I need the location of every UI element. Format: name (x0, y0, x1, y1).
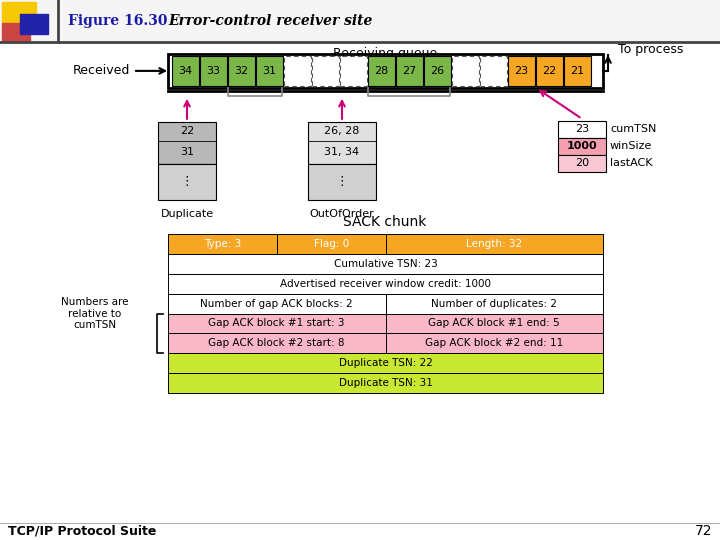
Text: Duplicate TSN: 22: Duplicate TSN: 22 (338, 359, 433, 368)
Bar (396, 56, 423, 86)
Bar (276, 234, 385, 254)
Bar (385, 314, 603, 334)
Text: Number of duplicates: 2: Number of duplicates: 2 (431, 299, 557, 308)
Text: SACK chunk: SACK chunk (343, 215, 427, 228)
Bar (480, 56, 507, 86)
Text: 31: 31 (180, 147, 194, 157)
Text: 26: 26 (431, 66, 444, 76)
Text: 72: 72 (695, 524, 712, 538)
Bar (385, 334, 603, 354)
Text: 22: 22 (180, 126, 194, 136)
Text: 32: 32 (235, 66, 248, 76)
Bar (20, 14, 48, 34)
Bar (424, 56, 451, 86)
Text: Advertised receiver window credit: 1000: Advertised receiver window credit: 1000 (280, 279, 491, 288)
Text: Gap ACK block #2 start: 8: Gap ACK block #2 start: 8 (209, 339, 345, 348)
Text: Received: Received (73, 64, 130, 77)
Bar (340, 56, 367, 86)
Text: Duplicate TSN: 31: Duplicate TSN: 31 (338, 379, 433, 388)
Text: OutOfOrder: OutOfOrder (310, 208, 374, 219)
Text: 26, 28: 26, 28 (324, 126, 360, 136)
Text: winSize: winSize (610, 141, 652, 151)
Bar (312, 56, 339, 86)
Bar (168, 294, 385, 314)
Text: 1000: 1000 (567, 141, 598, 151)
Bar (158, 122, 216, 164)
Bar (0, 0, 720, 40)
Text: Length: 32: Length: 32 (466, 239, 522, 248)
Bar (168, 234, 276, 254)
Text: cumTSN: cumTSN (610, 124, 657, 134)
Text: 34: 34 (179, 66, 192, 76)
Bar (368, 56, 395, 86)
Text: Gap ACK block #1 end: 5: Gap ACK block #1 end: 5 (428, 319, 560, 328)
Text: 28: 28 (374, 66, 389, 76)
Bar (256, 56, 283, 86)
Bar (558, 155, 606, 172)
Bar (536, 56, 563, 86)
Bar (284, 56, 311, 86)
Text: 33: 33 (207, 66, 220, 76)
Bar (168, 274, 603, 294)
Text: Cumulative TSN: 23: Cumulative TSN: 23 (333, 259, 437, 268)
Text: Duplicate: Duplicate (161, 208, 214, 219)
Bar (564, 56, 591, 86)
Bar (385, 294, 603, 314)
Text: Figure 16.30: Figure 16.30 (68, 14, 168, 28)
Text: TCP/IP Protocol Suite: TCP/IP Protocol Suite (8, 525, 156, 538)
Text: 23: 23 (575, 124, 589, 134)
Text: Numbers are
relative to
cumTSN: Numbers are relative to cumTSN (61, 297, 129, 330)
Text: 31: 31 (263, 66, 276, 76)
Text: To process: To process (618, 43, 683, 56)
Bar (168, 334, 385, 354)
Bar (168, 374, 603, 393)
Text: 31, 34: 31, 34 (325, 147, 359, 157)
Bar (168, 54, 603, 88)
Bar (2, 2, 36, 26)
Bar (2, 23, 30, 41)
Bar (168, 314, 385, 334)
Text: 20: 20 (575, 158, 589, 168)
Text: Gap ACK block #1 start: 3: Gap ACK block #1 start: 3 (209, 319, 345, 328)
Bar (558, 121, 606, 138)
Text: 21: 21 (570, 66, 585, 76)
Text: Flag: 0: Flag: 0 (313, 239, 348, 248)
Bar (158, 164, 216, 200)
Text: lastACK: lastACK (610, 158, 652, 168)
Text: Error-control receiver site: Error-control receiver site (168, 14, 372, 28)
Text: Receiving queue: Receiving queue (333, 48, 437, 60)
Text: Gap ACK block #2 end: 11: Gap ACK block #2 end: 11 (425, 339, 563, 348)
Bar (172, 56, 199, 86)
Bar (385, 234, 603, 254)
Bar (308, 122, 376, 164)
Text: 23: 23 (514, 66, 528, 76)
Text: 27: 27 (402, 66, 417, 76)
Text: ⋮: ⋮ (181, 175, 193, 188)
Bar (168, 254, 603, 274)
Bar (200, 56, 227, 86)
Text: ⋮: ⋮ (336, 175, 348, 188)
Text: Type: 3: Type: 3 (204, 239, 241, 248)
Bar (228, 56, 255, 86)
Text: Number of gap ACK blocks: 2: Number of gap ACK blocks: 2 (200, 299, 353, 308)
Bar (168, 354, 603, 374)
Bar (452, 56, 479, 86)
Text: 22: 22 (542, 66, 557, 76)
Bar (508, 56, 535, 86)
Bar (558, 138, 606, 155)
Bar (308, 164, 376, 200)
